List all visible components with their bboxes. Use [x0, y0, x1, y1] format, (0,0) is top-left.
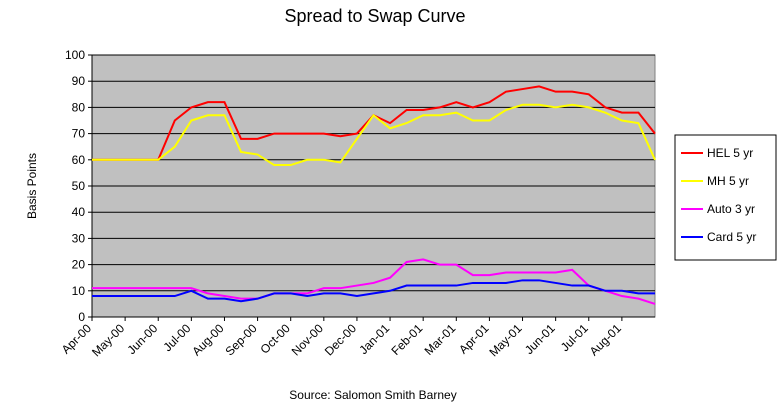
x-tick-label: Dec-00 — [322, 321, 359, 358]
x-tick-label: Aug-00 — [189, 321, 226, 358]
x-tick-label: Apr-00 — [59, 321, 95, 357]
legend-label: MH 5 yr — [707, 174, 749, 188]
y-tick-label: 50 — [72, 179, 86, 193]
y-tick-label: 10 — [72, 284, 86, 298]
x-tick-label: Jun-01 — [522, 321, 558, 357]
y-tick-label: 70 — [72, 127, 86, 141]
x-tick-label: Nov-00 — [289, 321, 326, 358]
y-tick-label: 60 — [72, 153, 86, 167]
data-line — [92, 103, 656, 167]
x-tick-label: Aug-01 — [587, 321, 624, 358]
x-tick-label: May-00 — [89, 321, 127, 359]
legend-box — [674, 134, 777, 261]
y-tick-label: 90 — [72, 74, 86, 88]
legend-label: HEL 5 yr — [707, 146, 753, 160]
x-tick-label: Feb-01 — [389, 321, 426, 358]
y-axis-title: Basis Points — [25, 153, 39, 219]
x-tick-label: Jun-00 — [125, 321, 161, 357]
y-tick-label: 80 — [72, 100, 86, 114]
x-tick-label: Jan-01 — [356, 321, 392, 357]
x-tick-label: Sep-00 — [222, 321, 259, 358]
data-line — [92, 279, 655, 303]
chart-title: Spread to Swap Curve — [284, 6, 465, 26]
legend-label: Auto 3 yr — [707, 202, 755, 216]
legend-label: Card 5 yr — [707, 230, 756, 244]
data-line — [92, 258, 656, 305]
x-tick-label: May-01 — [486, 321, 524, 359]
x-tick-label: Mar-01 — [422, 321, 459, 358]
y-tick-label: 100 — [65, 48, 85, 62]
x-tick-label: Oct-00 — [257, 321, 293, 357]
y-tick-label: 0 — [78, 310, 85, 324]
y-tick-label: 20 — [72, 258, 86, 272]
y-tick-label: 30 — [72, 231, 86, 245]
y-tick-label: 40 — [72, 205, 86, 219]
x-axis-title: Source: Salomon Smith Barney — [289, 388, 456, 402]
x-tick-label: Apr-01 — [456, 321, 492, 357]
